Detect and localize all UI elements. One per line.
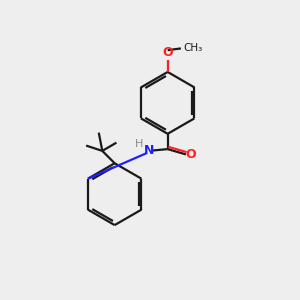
Text: H: H [135,139,143,149]
Text: O: O [185,148,196,161]
Text: O: O [162,46,173,59]
Text: CH₃: CH₃ [184,43,203,52]
Text: N: N [144,143,154,157]
